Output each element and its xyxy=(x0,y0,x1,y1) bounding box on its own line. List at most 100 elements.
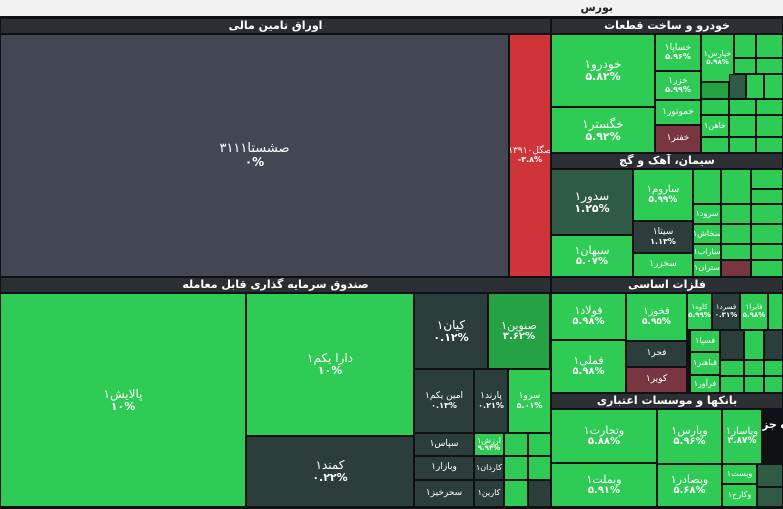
treemap-tile-small[interactable] xyxy=(504,456,528,480)
treemap-tile[interactable]: خفنر۱ xyxy=(655,125,701,153)
treemap-tile-small[interactable] xyxy=(504,433,528,456)
treemap-tile-small[interactable] xyxy=(757,487,783,507)
treemap-tile[interactable]: سبهان۱ ۵.۰۷% xyxy=(551,235,633,277)
treemap-tile[interactable]: سیتا۱ ۱.۱۳% xyxy=(633,221,693,253)
treemap-tile-small[interactable] xyxy=(734,58,756,74)
treemap-tile-small[interactable] xyxy=(756,115,783,137)
treemap-tile-small[interactable] xyxy=(504,480,528,507)
treemap-tile[interactable]: فولاد۱ ۵.۹۸% xyxy=(551,293,626,340)
treemap-tile[interactable]: خودرو۱ ۵.۸۲% xyxy=(551,34,655,107)
treemap-tile-small[interactable] xyxy=(729,99,756,115)
treemap-tile[interactable]: پالایش۱ ۱۰% xyxy=(0,293,246,507)
treemap-tile-small[interactable] xyxy=(720,330,744,360)
treemap-tile[interactable]: خزر۱ ۵.۹۹% xyxy=(655,71,701,100)
treemap-tile[interactable]: فجر۱ xyxy=(626,341,687,367)
treemap-tile[interactable]: سحرخیز۱ xyxy=(414,480,474,507)
treemap-tile[interactable]: فباهنر۱ xyxy=(690,352,720,375)
treemap-tile[interactable]: کاردان۱ xyxy=(474,456,504,480)
treemap-tile-small[interactable] xyxy=(693,169,721,204)
treemap-tile-small[interactable] xyxy=(528,433,551,456)
treemap-tile-small[interactable] xyxy=(721,260,751,277)
treemap-tile[interactable]: خاهن۱ xyxy=(701,115,729,137)
treemap-tile-small[interactable] xyxy=(729,74,746,99)
treemap-tile-small[interactable] xyxy=(729,115,756,137)
treemap-tile-small[interactable] xyxy=(751,224,783,244)
group-header: سیمان، آهک و گچ xyxy=(551,153,783,169)
treemap-tile-small[interactable] xyxy=(528,456,551,480)
treemap-tile-small[interactable] xyxy=(721,204,751,224)
treemap-tile[interactable]: امین یکم۱ ۰.۱۳% xyxy=(414,369,474,433)
treemap-tile-small[interactable] xyxy=(756,99,783,115)
treemap-tile[interactable]: صشستا۳۱۱۱ ۰% xyxy=(0,34,509,277)
treemap-tile[interactable]: وبملت۱ ۵.۹۱% xyxy=(551,463,657,507)
treemap-tile-small[interactable] xyxy=(751,244,783,260)
treemap-tile-small[interactable] xyxy=(751,260,783,277)
treemap-tile[interactable]: کارین۱ xyxy=(474,480,504,507)
treemap-tile-small[interactable] xyxy=(744,330,764,360)
treemap-tile[interactable]: وتجارت۱ ۵.۸۸% xyxy=(551,409,657,463)
treemap-tile-small[interactable] xyxy=(701,137,729,153)
treemap-tile[interactable]: صگل۱۳۹۱۰ -۳.۸% xyxy=(509,34,551,277)
treemap-tile-small[interactable] xyxy=(721,169,751,204)
treemap-tile-small[interactable] xyxy=(721,244,751,260)
treemap-tile[interactable]: ستران۱ xyxy=(693,260,721,277)
treemap-tile-small[interactable] xyxy=(746,74,764,99)
treemap-tile-small[interactable] xyxy=(721,224,751,244)
treemap-tile-small[interactable] xyxy=(701,82,729,99)
treemap-tile-small[interactable] xyxy=(744,360,764,376)
treemap-tile[interactable]: سرود۱ xyxy=(693,204,721,224)
treemap-tile[interactable]: سپاس۱ xyxy=(414,433,474,456)
treemap-tile-small[interactable] xyxy=(756,58,783,74)
treemap-tile[interactable]: ساراب۱ xyxy=(693,244,721,260)
treemap-tile-small[interactable] xyxy=(757,464,783,487)
treemap-tile[interactable]: وبازار۱ xyxy=(414,456,474,480)
treemap-tile-small[interactable] xyxy=(751,169,783,189)
treemap-tile-small[interactable] xyxy=(764,360,783,376)
treemap-tile[interactable]: وپارس۱ ۵.۹۶% xyxy=(657,409,722,464)
treemap-tile[interactable]: خموتور۱ xyxy=(655,100,701,125)
treemap-tile-small[interactable] xyxy=(729,137,756,153)
tile-symbol: خودرو۱ xyxy=(584,57,622,72)
treemap-tile[interactable]: فایرا۱ ۵.۹۸% xyxy=(740,293,768,330)
treemap-tile[interactable]: پارند۱ ۰.۲۱% xyxy=(474,369,508,433)
treemap-tile[interactable]: سخاش۱ xyxy=(693,224,721,244)
treemap-tile[interactable]: فخوز۱ ۵.۹۵% xyxy=(626,293,687,341)
treemap-tile-small[interactable] xyxy=(751,204,783,224)
treemap-tile-small[interactable] xyxy=(744,376,764,393)
treemap-tile-small[interactable] xyxy=(734,34,756,58)
treemap-tile-small[interactable] xyxy=(701,99,729,115)
treemap-tile[interactable]: خگستر۱ ۵.۹۲% xyxy=(551,107,655,153)
treemap-tile[interactable]: وبصادر۱ ۵.۶۸% xyxy=(657,464,722,507)
treemap-tile[interactable]: کمند۱ ۰.۲۲% xyxy=(246,436,414,507)
treemap-tile[interactable]: کویر۱ xyxy=(626,367,687,393)
treemap-tile[interactable]: کاوه۱ ۵.۹۹% xyxy=(687,293,712,330)
treemap-tile[interactable]: خپارس۱ ۵.۹۸% xyxy=(701,34,734,82)
treemap-tile-small[interactable] xyxy=(764,330,783,360)
treemap-tile-small[interactable] xyxy=(720,360,744,376)
treemap-tile[interactable]: فسپا۱ xyxy=(690,330,720,352)
treemap-tile-small[interactable] xyxy=(764,376,783,393)
treemap-tile-small[interactable] xyxy=(756,34,783,58)
treemap-tile[interactable]: ساروم۱ ۵.۹۹% xyxy=(633,169,693,221)
treemap-tile[interactable]: وپاسار۱ ۳.۸۷% xyxy=(722,409,762,464)
treemap-tile[interactable]: فرآور۱ xyxy=(690,375,720,393)
treemap-tile[interactable]: سرو۱ ۵.۰۱% xyxy=(508,369,551,433)
treemap-tile[interactable]: کیان۱ ۰.۱۲% xyxy=(414,293,488,369)
treemap-tile[interactable]: خساپا۱ ۵.۹۶% xyxy=(655,34,701,71)
treemap-tile[interactable]: فسرد۱ ۰.۳۱% xyxy=(712,293,740,330)
treemap-tile[interactable]: سدور۱ ۱.۲۵% xyxy=(551,169,633,235)
treemap-tile[interactable]: ارزش۱ ۹.۹۴% xyxy=(474,433,504,456)
treemap-tile-small[interactable] xyxy=(751,189,783,204)
treemap-tile-small[interactable] xyxy=(528,480,551,507)
tile-change: ۳.۶۲% xyxy=(502,330,536,342)
treemap-tile-small[interactable] xyxy=(768,293,783,330)
treemap-tile[interactable]: وکارح۱ xyxy=(722,484,757,507)
treemap-tile-small[interactable] xyxy=(720,376,744,393)
treemap-tile[interactable]: فملی۱ ۵.۹۸% xyxy=(551,340,626,393)
treemap-tile[interactable]: صنوین۱ ۳.۶۲% xyxy=(488,293,550,369)
treemap-tile-small[interactable] xyxy=(764,74,783,99)
treemap-tile[interactable]: سخزر۱ xyxy=(633,253,693,277)
treemap-tile-small[interactable] xyxy=(756,137,783,153)
treemap-tile[interactable]: وبست۱ xyxy=(722,464,757,484)
treemap-tile[interactable]: دارا یکم۱ ۱۰% xyxy=(246,293,414,436)
